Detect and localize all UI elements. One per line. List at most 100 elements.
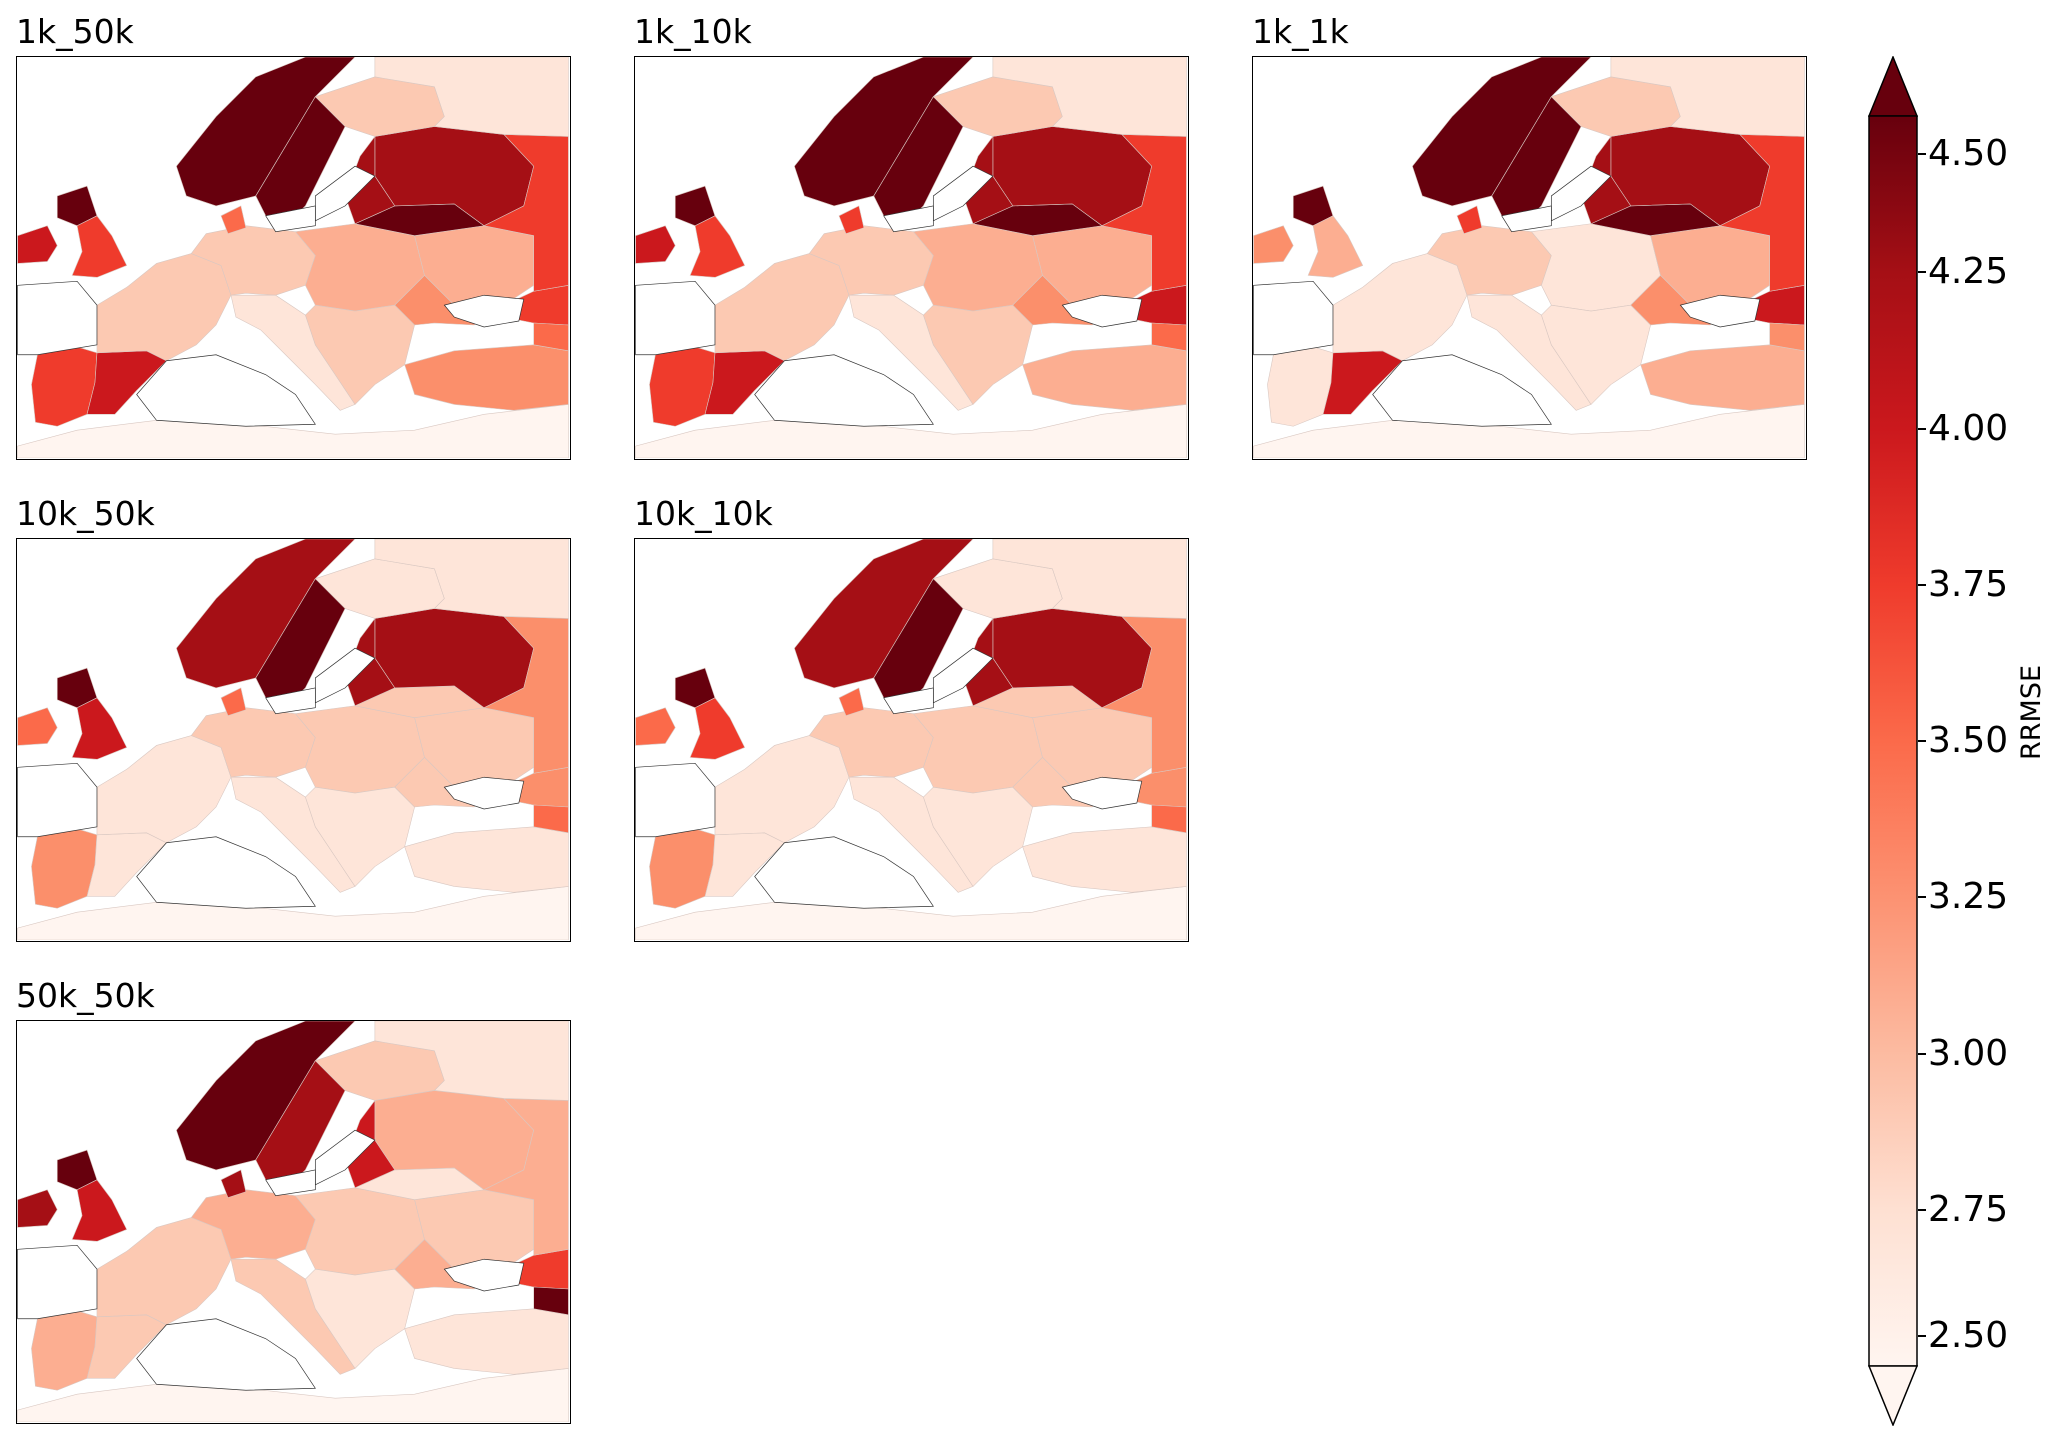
colorbar-tick: [1918, 1052, 1926, 1055]
colorbar-tick-label: 4.50: [1928, 133, 2009, 174]
choropleth-map: [17, 539, 569, 940]
sea-area: [265, 205, 316, 233]
map-frame: [16, 56, 571, 460]
choropleth-map: [635, 539, 1187, 940]
sea-area: [1501, 205, 1552, 233]
region-uk: [71, 697, 128, 760]
region-russia-east: [483, 1098, 569, 1256]
region-alps-it: [230, 1258, 356, 1375]
colorbar-tick-label: 2.75: [1928, 1188, 2009, 1230]
region-alps-it: [230, 776, 356, 893]
region-kola: [992, 57, 1187, 137]
colorbar: [1867, 55, 1919, 1427]
sea-area: [265, 1169, 316, 1197]
colorbar-tick: [1918, 153, 1926, 155]
colorbar-tick: [1918, 271, 1926, 274]
colorbar-tick-label: 4.00: [1928, 407, 2009, 449]
region-caucasus: [1769, 322, 1805, 352]
region-ireland: [17, 1189, 58, 1228]
region-denmark: [838, 687, 865, 717]
region-caucasus: [533, 1286, 569, 1316]
sea-area: [883, 205, 934, 233]
sea-area: [443, 1258, 525, 1292]
region-uk: [689, 697, 746, 760]
region-nafrica: [1253, 404, 1805, 458]
region-caucasus: [533, 322, 569, 352]
choropleth-map: [635, 57, 1187, 458]
colorbar-label: RRMSE: [2016, 664, 2047, 760]
map-frame: [634, 538, 1189, 942]
region-russia-east: [483, 616, 569, 774]
sea-area: [1061, 776, 1143, 810]
sea-area: [1372, 354, 1552, 427]
choropleth-map: [17, 1021, 569, 1422]
map-frame: [16, 1020, 571, 1424]
region-kola: [374, 57, 569, 137]
sea-area: [635, 762, 716, 838]
choropleth-map: [17, 57, 569, 458]
sea-area: [635, 280, 716, 356]
region-caucasus: [1151, 322, 1187, 352]
colorbar-tick: [1918, 427, 1926, 430]
region-russia-east: [483, 134, 569, 292]
region-balkans: [305, 786, 415, 887]
sea-area: [1253, 280, 1334, 356]
region-alps-it: [848, 776, 974, 893]
colorbar-tick-label: 3.50: [1928, 720, 2009, 761]
region-balkans: [923, 786, 1033, 887]
region-kola: [992, 539, 1187, 619]
region-russia-east: [1101, 616, 1187, 774]
region-balkans: [923, 304, 1033, 405]
sea-area: [754, 354, 934, 427]
sea-area: [17, 1244, 98, 1320]
region-caucasus: [1151, 804, 1187, 834]
region-denmark: [220, 687, 247, 717]
region-uk: [71, 1179, 128, 1242]
region-russia-east: [1719, 134, 1805, 292]
region-alps-it: [848, 294, 974, 411]
colorbar-tick-label: 2.50: [1928, 1315, 2009, 1356]
sea-area: [265, 687, 316, 715]
region-nafrica: [17, 1368, 569, 1422]
sea-area: [1679, 294, 1761, 328]
region-ireland: [17, 707, 58, 746]
region-turkey: [1640, 344, 1805, 411]
region-kola: [1610, 57, 1805, 137]
colorbar-body: [1868, 115, 1918, 1367]
region-denmark: [220, 1169, 247, 1199]
region-denmark: [220, 205, 247, 235]
region-ireland: [635, 707, 676, 746]
region-balkans: [305, 1268, 415, 1369]
colorbar-extend-min: [1867, 1365, 1919, 1427]
region-nafrica: [635, 404, 1187, 458]
sea-area: [883, 687, 934, 715]
colorbar-tick: [1918, 896, 1926, 899]
region-ireland: [17, 225, 58, 264]
region-russia-east: [1101, 134, 1187, 292]
colorbar-tick-label: 4.25: [1928, 251, 2009, 293]
region-turkey: [1022, 344, 1187, 411]
colorbar-tick: [1918, 1335, 1926, 1337]
region-uk: [689, 215, 746, 278]
region-turkey: [404, 1308, 569, 1375]
region-denmark: [838, 205, 865, 235]
colorbar-graphic: [1867, 55, 1919, 1427]
colorbar-tick: [1918, 740, 1926, 742]
region-turkey: [404, 826, 569, 893]
colorbar-tick-label: 3.75: [1928, 563, 2009, 605]
region-nafrica: [17, 886, 569, 940]
region-ireland: [635, 225, 676, 264]
colorbar-tick-label: 3.25: [1928, 876, 2009, 918]
colorbar-extend-max: [1867, 55, 1919, 117]
region-turkey: [1022, 826, 1187, 893]
region-uk: [1307, 215, 1364, 278]
colorbar-tick: [1918, 1208, 1926, 1211]
sea-area: [443, 776, 525, 810]
region-turkey: [404, 344, 569, 411]
colorbar-tick-label: 3.00: [1928, 1032, 2009, 1074]
region-balkans: [305, 304, 415, 405]
sea-area: [136, 1318, 316, 1391]
sea-area: [136, 354, 316, 427]
region-denmark: [1456, 205, 1483, 235]
sea-area: [17, 762, 98, 838]
